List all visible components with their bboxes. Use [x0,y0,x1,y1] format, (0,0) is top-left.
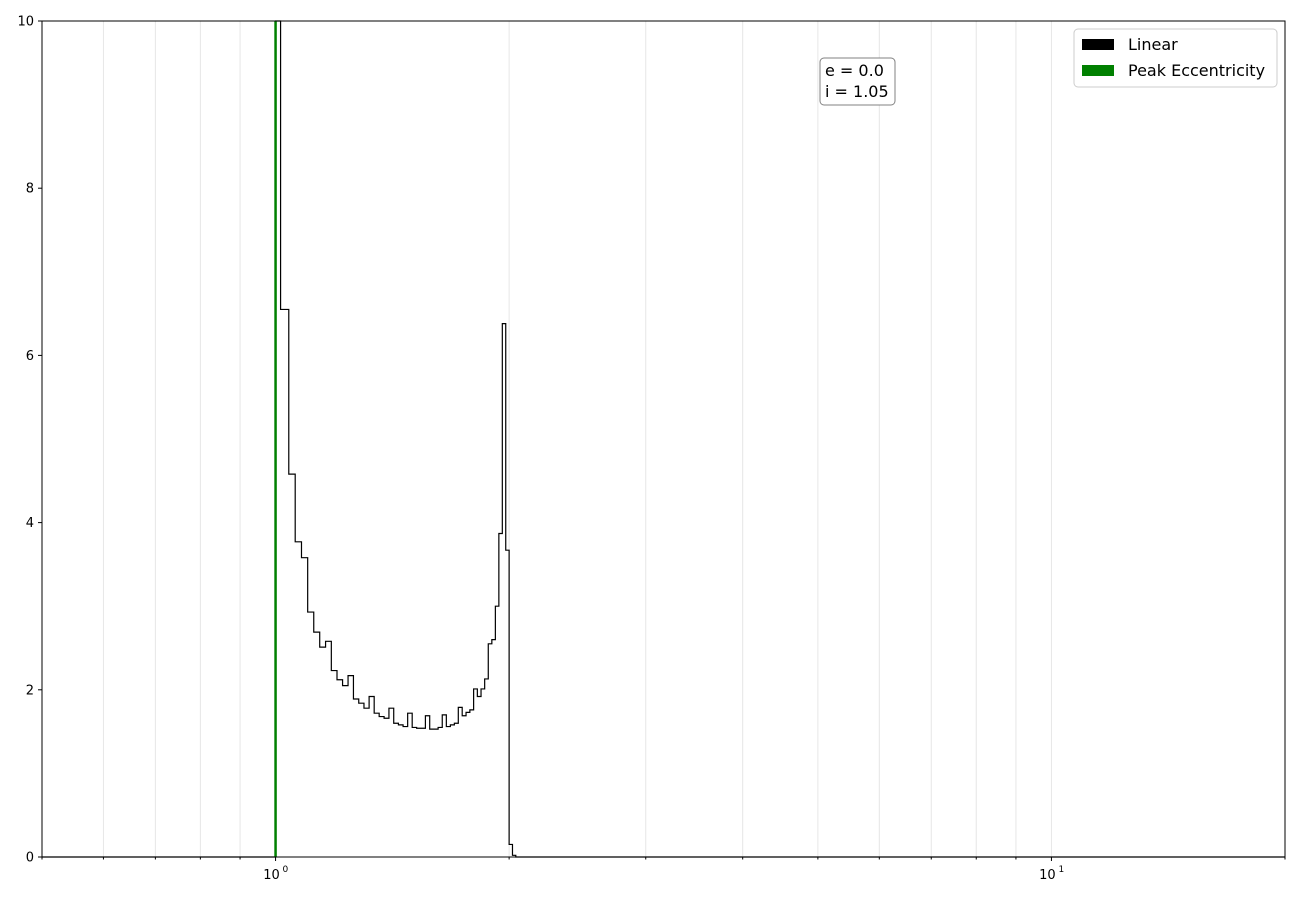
series-line-linear [42,20,1285,858]
series-layer [42,20,1285,858]
legend-swatch-peak-eccentricity [1082,65,1114,76]
x-tick-label-exponent: 1 [1058,865,1064,875]
x-tick-label-exponent: 0 [283,865,289,875]
y-tick-label: 2 [26,683,34,698]
y-tick-label: 8 [26,182,34,197]
x-tick-label: 10 [263,868,280,883]
y-tick-label: 4 [26,516,34,531]
annotation-line-2: i = 1.05 [825,82,889,101]
legend-label-peak-eccentricity: Peak Eccentricity [1128,61,1265,80]
x-tick-label: 10 [1039,868,1056,883]
annotation-box: e = 0.0 i = 1.05 [819,57,896,106]
legend: Linear Peak Eccentricity [1073,28,1278,88]
grid-lines [41,21,1286,857]
legend-label-linear: Linear [1128,35,1178,54]
y-tick-label: 6 [26,349,34,364]
y-tick-label: 0 [26,851,34,866]
plot-frame [41,20,1286,858]
annotation-line-1: e = 0.0 [825,61,884,80]
y-tick-label: 10 [17,15,34,30]
legend-swatch-linear [1082,39,1114,50]
